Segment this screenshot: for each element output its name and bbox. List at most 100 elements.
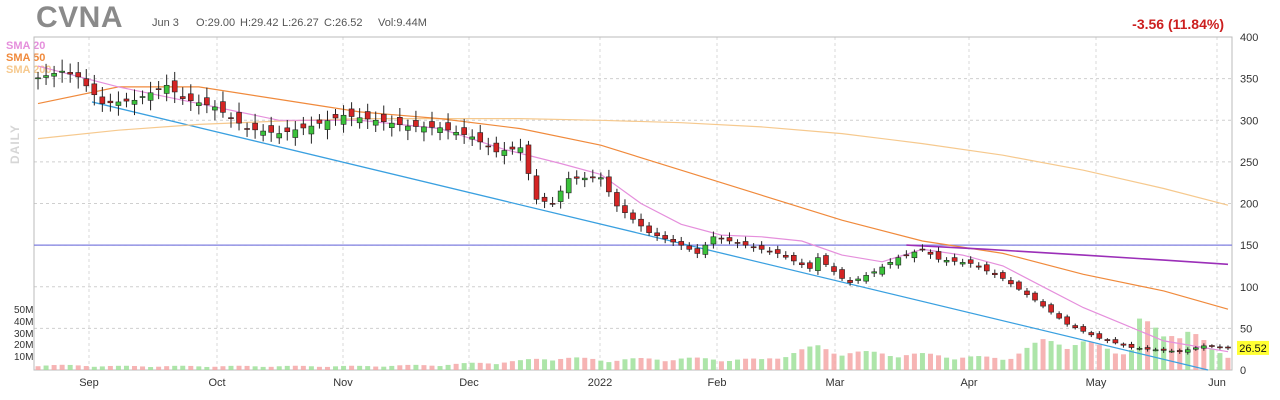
candle-down bbox=[541, 196, 548, 202]
volume-bar bbox=[445, 364, 451, 370]
candle-down bbox=[413, 120, 419, 127]
volume-bar bbox=[550, 360, 556, 370]
volume-bar bbox=[1137, 318, 1143, 370]
volume-bar bbox=[743, 358, 749, 370]
volume-bar bbox=[276, 366, 282, 370]
candle-down bbox=[903, 254, 910, 257]
volume-bar bbox=[638, 357, 644, 370]
candle-down bbox=[236, 112, 242, 124]
volume-bar bbox=[397, 365, 403, 370]
candle-down bbox=[268, 125, 274, 133]
candle-up bbox=[702, 244, 709, 255]
candle-up bbox=[405, 125, 411, 131]
volume-bar bbox=[710, 359, 716, 370]
volume-bar bbox=[140, 366, 146, 370]
y-tick-label: 400 bbox=[1240, 32, 1258, 44]
volume-bar bbox=[284, 365, 290, 370]
volume-bar bbox=[292, 365, 298, 370]
volume-bar bbox=[1040, 339, 1046, 370]
volume-bar bbox=[839, 355, 845, 370]
candle-up bbox=[437, 127, 443, 133]
candle-down bbox=[1096, 333, 1103, 339]
candle-up bbox=[598, 177, 604, 180]
high-price: H:29.42 bbox=[240, 17, 279, 29]
volume-bar bbox=[413, 364, 419, 370]
volume-bar bbox=[1193, 334, 1199, 370]
volume-bar bbox=[622, 359, 628, 370]
volume-bar bbox=[927, 353, 933, 370]
volume-bar bbox=[1000, 359, 1006, 370]
candle-down bbox=[630, 212, 636, 220]
candle-down bbox=[99, 96, 106, 104]
close-price: C:26.52 bbox=[324, 17, 363, 29]
y-tick-label: 100 bbox=[1240, 282, 1258, 294]
last-price-label: 26.52 bbox=[1239, 343, 1267, 355]
volume-bar bbox=[1032, 342, 1038, 370]
open-price: O:29.00 bbox=[196, 17, 236, 29]
y-tick-label: 350 bbox=[1240, 74, 1258, 86]
candle-down bbox=[1088, 332, 1095, 336]
volume-bar bbox=[107, 365, 113, 370]
volume-bar bbox=[381, 366, 387, 370]
volume-bar bbox=[389, 365, 395, 370]
candle-down bbox=[734, 242, 741, 244]
volume-bar bbox=[783, 357, 789, 370]
candle-down bbox=[1144, 347, 1151, 350]
volume-bar bbox=[172, 365, 178, 370]
volume-bar bbox=[1169, 336, 1175, 370]
candle-up bbox=[260, 130, 266, 136]
candle-down bbox=[123, 98, 130, 102]
candle-down bbox=[1024, 290, 1030, 295]
volume-bar bbox=[1088, 342, 1094, 370]
candle-up bbox=[388, 122, 395, 128]
volume-bar bbox=[952, 359, 958, 370]
volume-bar bbox=[542, 359, 548, 370]
volume-bar bbox=[919, 353, 925, 370]
volume-bar bbox=[341, 365, 347, 370]
candle-up bbox=[308, 125, 315, 135]
volume-bar bbox=[895, 357, 901, 370]
y-tick-label: 300 bbox=[1240, 115, 1258, 127]
volume-bar bbox=[1120, 354, 1126, 370]
legend-sma-20: SMA 20 bbox=[6, 40, 46, 52]
candle-up bbox=[710, 236, 717, 245]
volume-bar bbox=[582, 357, 588, 370]
volume-bar bbox=[1177, 338, 1183, 370]
candle-up bbox=[815, 257, 821, 271]
x-tick-label: 2022 bbox=[588, 377, 612, 389]
candle-up bbox=[911, 251, 918, 259]
volume-bar bbox=[83, 366, 89, 370]
candle-down bbox=[1056, 313, 1062, 319]
volume-bar bbox=[493, 364, 499, 370]
volume-label-20m: 20M bbox=[14, 340, 34, 351]
volume-bar bbox=[51, 365, 57, 370]
volume-bar bbox=[751, 358, 757, 370]
volume-bar bbox=[43, 365, 49, 370]
candle-down bbox=[662, 235, 668, 240]
candle-down bbox=[461, 127, 467, 135]
volume-bar bbox=[871, 351, 877, 370]
candle-up bbox=[51, 73, 57, 77]
candle-down bbox=[1000, 272, 1006, 279]
volume-bar bbox=[156, 366, 162, 370]
candle-up bbox=[115, 101, 122, 106]
candle-up bbox=[453, 132, 459, 136]
volume-bar bbox=[686, 357, 692, 370]
candle-down bbox=[718, 237, 725, 240]
candle-down bbox=[244, 128, 250, 130]
candle-up bbox=[276, 133, 283, 139]
volume-bar bbox=[799, 349, 805, 370]
candle-down bbox=[284, 127, 291, 132]
candle-down bbox=[589, 176, 596, 179]
quote-date: Jun 3 bbox=[152, 17, 179, 29]
volume-bar bbox=[268, 366, 274, 370]
candle-up bbox=[292, 129, 299, 138]
volume-bar bbox=[477, 362, 483, 370]
volume-bar bbox=[517, 360, 523, 370]
candle-up bbox=[1201, 345, 1207, 349]
candle-down bbox=[75, 72, 82, 78]
candle-up bbox=[324, 120, 331, 130]
volume-bar bbox=[437, 366, 443, 370]
volume-bar bbox=[767, 358, 773, 370]
